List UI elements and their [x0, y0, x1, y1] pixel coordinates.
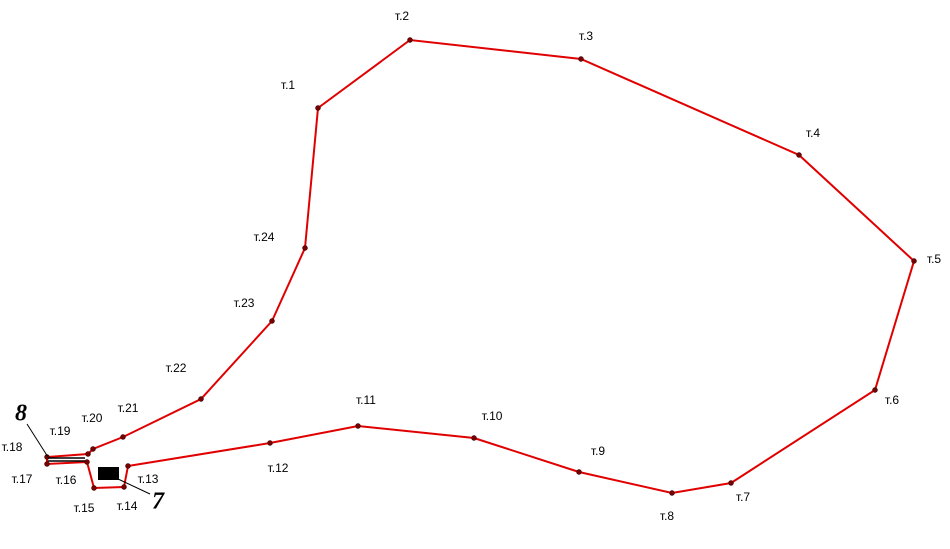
vertex-label: т.16	[56, 473, 77, 487]
vertex	[267, 440, 273, 446]
vertex-label: т.14	[117, 499, 138, 513]
vertex-label: т.18	[2, 440, 23, 454]
vertex	[872, 387, 878, 393]
vertex-label: т.19	[50, 424, 71, 438]
vertex	[578, 56, 584, 62]
vertex	[85, 451, 91, 457]
vertex	[120, 434, 126, 440]
marker-label: 7	[152, 489, 165, 515]
vertex	[125, 463, 131, 469]
vertex-label: т.11	[356, 393, 376, 407]
marker-label: 8	[15, 401, 27, 427]
vertex-label: т.17	[12, 472, 33, 486]
vertex	[269, 318, 275, 324]
vertex	[198, 396, 204, 402]
vertex	[669, 490, 675, 496]
vertex-label: т.4	[806, 126, 821, 140]
vertex-label: т.7	[736, 490, 751, 504]
vertex-label: т.6	[885, 393, 900, 407]
leader-line	[115, 477, 151, 495]
vertex-label: т.12	[268, 461, 289, 475]
vertex	[355, 423, 361, 429]
vertex-label: т.8	[660, 509, 675, 523]
vertex-label: т.23	[234, 296, 255, 310]
vertex	[84, 459, 90, 465]
vertex	[407, 37, 413, 43]
vertex	[728, 480, 734, 486]
vertex	[121, 484, 127, 490]
vertex	[796, 152, 802, 158]
vertex-label: т.3	[579, 29, 594, 43]
vertex	[315, 105, 321, 111]
vertex-label: т.24	[254, 230, 275, 244]
boundary	[46, 38, 916, 495]
vertex	[91, 485, 97, 491]
vertex-label: т.9	[591, 444, 606, 458]
vertex	[90, 446, 96, 452]
vertex-label: т.1	[281, 78, 296, 92]
vertex-label: т.13	[138, 472, 159, 486]
structure-block	[98, 467, 119, 480]
vertex-label: т.15	[74, 501, 95, 515]
vertex-label: т.22	[166, 361, 187, 375]
vertex	[44, 461, 50, 467]
vertex-label: т.21	[118, 401, 139, 415]
vertex	[471, 435, 477, 441]
vertex-label: т.5	[927, 252, 942, 266]
vertex-label: т.2	[395, 9, 410, 23]
vertex-label: т.20	[82, 411, 103, 425]
vertex	[911, 258, 917, 264]
vertex-label: т.10	[482, 409, 503, 423]
leader-line	[26, 423, 49, 458]
vertex	[302, 245, 308, 251]
vertex	[576, 469, 582, 475]
